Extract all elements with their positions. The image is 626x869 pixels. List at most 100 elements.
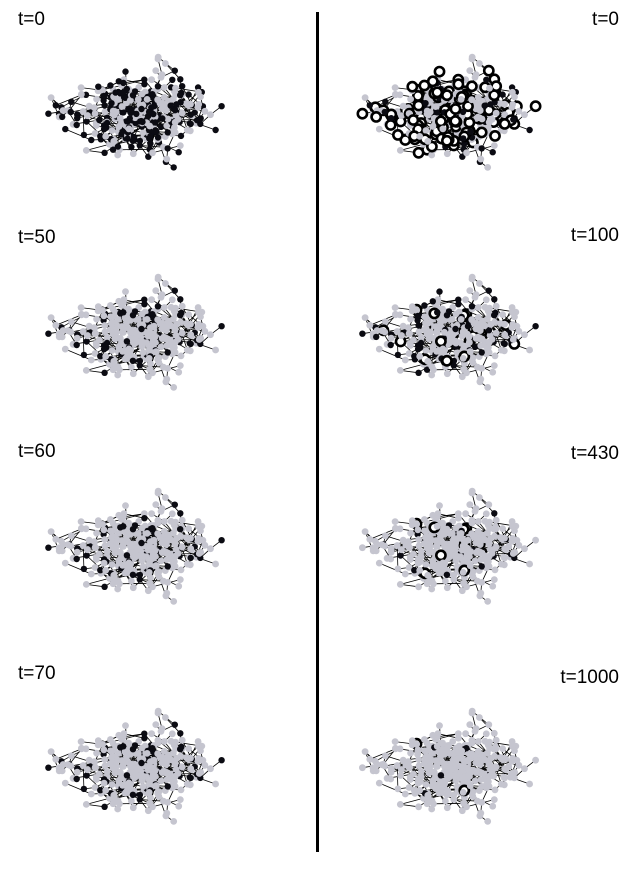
node-inactive	[432, 103, 440, 110]
node-inactive	[109, 366, 117, 374]
node-inactive	[157, 777, 165, 785]
node-inactive	[118, 103, 126, 110]
node-inactive	[162, 60, 169, 67]
node-inactive	[194, 304, 202, 311]
node-active	[80, 131, 88, 139]
node-inactive	[401, 356, 409, 364]
node-inactive	[101, 328, 109, 336]
node-active	[422, 100, 429, 107]
node-inactive	[466, 67, 474, 74]
node-inactive	[67, 752, 75, 760]
node-inactive	[132, 330, 140, 338]
node-inactive	[82, 801, 90, 808]
node-inactive	[127, 762, 134, 770]
node-inactive	[490, 362, 498, 369]
node-inactive	[482, 296, 490, 304]
node-inactive	[468, 316, 476, 324]
node-active	[62, 125, 69, 133]
node-active	[141, 735, 148, 742]
node-inactive	[145, 762, 153, 770]
node-active	[434, 109, 441, 116]
node-inactive	[108, 319, 115, 327]
node-active	[73, 121, 80, 129]
node-inactive	[160, 304, 168, 311]
node-inactive	[52, 535, 60, 543]
node-inactive	[118, 537, 126, 544]
node-active	[45, 110, 52, 117]
time-label-left-1: t=0	[18, 9, 45, 30]
node-inactive	[408, 303, 416, 311]
node-inactive	[168, 510, 176, 518]
node-inactive	[401, 570, 409, 578]
node-active	[177, 132, 185, 140]
node-hollow	[490, 80, 503, 93]
node-active	[164, 349, 171, 356]
node-inactive	[477, 375, 485, 383]
node-active	[152, 119, 159, 126]
node-inactive	[154, 707, 162, 715]
node-inactive	[67, 318, 75, 326]
node-inactive	[361, 94, 369, 101]
node-inactive	[108, 561, 116, 568]
node-inactive	[163, 375, 171, 383]
edge	[123, 299, 145, 305]
node-inactive	[58, 547, 66, 555]
node-inactive	[145, 328, 153, 336]
node-inactive	[147, 360, 154, 367]
node-inactive	[110, 571, 118, 579]
node-inactive	[168, 730, 176, 738]
node-active	[491, 296, 498, 303]
node-active	[136, 357, 144, 365]
node-active	[121, 94, 129, 102]
node-inactive	[150, 756, 158, 764]
node-inactive	[162, 494, 169, 501]
node-inactive	[79, 762, 87, 769]
node-active	[141, 76, 148, 83]
node-inactive	[472, 71, 480, 78]
node-inactive	[108, 533, 115, 541]
node-active	[436, 288, 443, 295]
node-inactive	[194, 518, 202, 525]
node-inactive	[116, 768, 124, 776]
node-active	[122, 68, 129, 75]
node-inactive	[174, 336, 182, 343]
node-active	[478, 145, 485, 152]
node-inactive	[84, 546, 91, 554]
node-active	[101, 583, 108, 590]
node-active	[481, 102, 488, 109]
node-inactive	[137, 771, 145, 779]
edge	[437, 299, 459, 304]
node-inactive	[91, 130, 99, 137]
node-active	[145, 108, 153, 116]
node-inactive	[404, 324, 412, 331]
node-active	[133, 110, 140, 118]
node-inactive	[141, 308, 149, 316]
node-active	[80, 565, 88, 573]
node-inactive	[392, 90, 399, 98]
node-active	[452, 325, 459, 333]
node-inactive	[115, 777, 123, 784]
node-inactive	[486, 84, 493, 92]
edge	[379, 348, 406, 361]
node-inactive	[154, 568, 162, 575]
node-inactive	[468, 273, 476, 281]
node-inactive	[162, 714, 169, 721]
node-inactive	[112, 762, 120, 770]
node-hollow	[412, 99, 425, 112]
node-inactive	[478, 335, 486, 343]
network-graph-left-1	[45, 53, 225, 171]
node-inactive	[426, 328, 434, 336]
node-inactive	[87, 790, 95, 798]
node-inactive	[185, 311, 193, 318]
edge	[123, 79, 145, 84]
node-active	[167, 102, 174, 109]
node-hollow	[475, 126, 488, 139]
node-inactive	[152, 773, 159, 780]
node-inactive	[107, 302, 114, 309]
node-inactive	[154, 316, 162, 324]
node-active	[80, 351, 88, 359]
node-active	[129, 357, 137, 364]
node-inactive	[120, 329, 127, 336]
node-inactive	[143, 750, 151, 757]
node-inactive	[457, 316, 465, 323]
